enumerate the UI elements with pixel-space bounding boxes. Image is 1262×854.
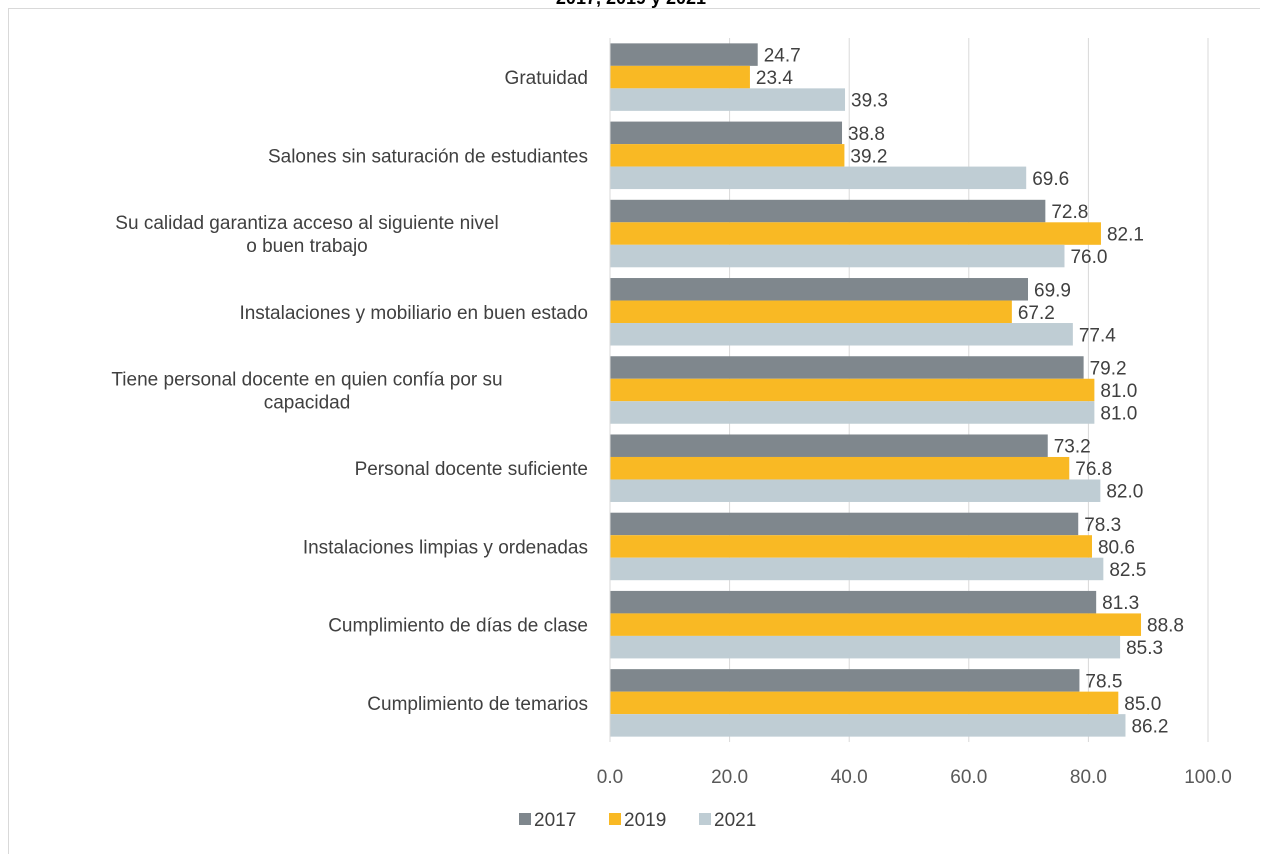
legend-swatch (699, 813, 711, 825)
bar-2017 (610, 512, 1079, 536)
legend-swatch (609, 813, 621, 825)
data-label: 67.2 (1018, 303, 1055, 324)
legend-label: 2019 (624, 810, 666, 831)
data-label: 39.3 (851, 91, 888, 112)
bar-2019 (610, 300, 1012, 324)
bar-2019 (610, 378, 1095, 402)
x-tick-label: 0.0 (597, 767, 623, 788)
data-label: 85.0 (1124, 694, 1161, 715)
bar-2017 (610, 434, 1048, 457)
bar-2021 (610, 557, 1104, 581)
x-tick-label: 20.0 (711, 767, 748, 788)
bar-2019 (610, 222, 1101, 245)
bar-2017 (610, 669, 1080, 692)
data-label: 81.0 (1100, 404, 1137, 425)
data-label: 81.3 (1102, 593, 1139, 614)
data-label: 23.4 (756, 68, 793, 89)
data-label: 69.6 (1032, 169, 1069, 190)
chart-frame (8, 8, 1260, 854)
bar-2019 (610, 535, 1092, 558)
bar-2017 (610, 199, 1046, 223)
data-label: 24.7 (764, 46, 801, 67)
bar-2021 (610, 323, 1073, 346)
chart-title: 2017, 2019 y 2021 (0, 0, 1262, 9)
bar-2021 (610, 479, 1101, 502)
category-label: Cumplimiento de días de clase (328, 616, 588, 637)
bar-2021 (610, 166, 1027, 190)
data-label: 76.0 (1070, 247, 1107, 268)
category-label: Instalaciones y mobiliario en buen estad… (239, 303, 588, 324)
x-tick-label: 100.0 (1184, 767, 1232, 788)
data-label: 82.0 (1106, 482, 1143, 503)
bar-2019 (610, 144, 845, 167)
data-label: 78.5 (1085, 671, 1122, 692)
bar-2021 (610, 88, 846, 111)
legend-swatch (519, 813, 531, 825)
data-label: 73.2 (1054, 437, 1091, 458)
category-label: Su calidad garantiza acceso al siguiente… (115, 213, 498, 257)
data-label: 86.2 (1131, 716, 1168, 737)
data-label: 82.5 (1109, 560, 1146, 581)
category-label: Instalaciones limpias y ordenadas (303, 537, 588, 558)
data-label: 79.2 (1090, 359, 1127, 380)
x-tick-label: 40.0 (831, 767, 868, 788)
bar-2019 (610, 456, 1070, 480)
bar-2021 (610, 244, 1065, 268)
x-tick-label: 80.0 (1070, 767, 1107, 788)
legend-label: 2021 (714, 810, 756, 831)
data-label: 38.8 (848, 124, 885, 145)
bar-2019 (610, 691, 1119, 715)
data-label: 85.3 (1126, 638, 1163, 659)
data-label: 77.4 (1079, 325, 1116, 346)
bar-2021 (610, 401, 1095, 424)
data-label: 69.9 (1034, 280, 1071, 301)
data-label: 88.8 (1147, 616, 1184, 637)
category-label: Cumplimiento de temarios (367, 694, 588, 715)
data-label: 80.6 (1098, 537, 1135, 558)
bar-2019 (610, 65, 750, 89)
data-label: 82.1 (1107, 225, 1144, 246)
x-tick-label: 60.0 (950, 767, 987, 788)
bar-2017 (610, 43, 758, 66)
bar-2017 (610, 121, 843, 145)
category-label: Personal docente suficiente (355, 459, 588, 480)
data-label: 72.8 (1051, 202, 1088, 223)
data-label: 39.2 (850, 146, 887, 167)
category-label: Gratuidad (505, 68, 588, 89)
bar-2017 (610, 356, 1084, 379)
legend-label: 2017 (534, 810, 576, 831)
bar-2017 (610, 590, 1097, 614)
data-label: 78.3 (1084, 515, 1121, 536)
category-label: Salones sin saturación de estudiantes (268, 146, 588, 167)
category-label: Tiene personal docente en quien confía p… (111, 370, 502, 414)
bar-2017 (610, 278, 1029, 301)
data-label: 81.0 (1100, 381, 1137, 402)
bar-2019 (610, 613, 1142, 636)
bar-2021 (610, 635, 1121, 659)
bar-2021 (610, 714, 1126, 737)
data-label: 76.8 (1075, 459, 1112, 480)
